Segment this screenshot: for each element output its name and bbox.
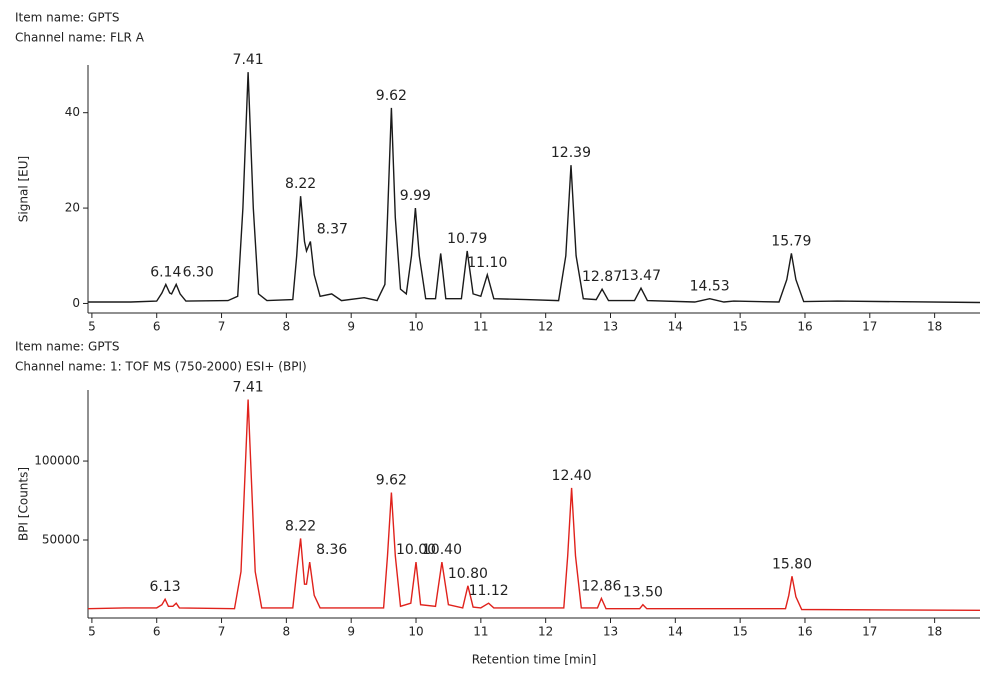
peak-label: 8.22 <box>285 518 316 534</box>
y-tick-label: 20 <box>65 201 80 215</box>
y-axis-label: BPI [Counts] <box>17 467 31 541</box>
x-tick-label: 17 <box>862 625 877 639</box>
x-tick-label: 12 <box>538 625 553 639</box>
peak-label: 8.22 <box>285 176 316 192</box>
y-tick-label: 0 <box>72 296 80 310</box>
x-axis-label: Retention time [min] <box>472 653 597 667</box>
x-tick-label: 9 <box>347 320 355 334</box>
peak-label: 13.50 <box>623 585 663 601</box>
x-tick-label: 17 <box>862 320 877 334</box>
x-tick-label: 10 <box>408 625 423 639</box>
x-tick-label: 14 <box>668 625 683 639</box>
peak-label: 7.41 <box>233 379 264 395</box>
x-tick-label: 13 <box>603 625 618 639</box>
peak-label: 9.62 <box>376 473 407 489</box>
peak-label: 10.79 <box>447 231 487 247</box>
peak-label: 12.87 <box>582 269 622 285</box>
peak-label: 7.41 <box>233 52 264 68</box>
peak-label: 13.47 <box>621 268 661 284</box>
y-tick-label: 100000 <box>34 454 80 468</box>
panel-header: Channel name: 1: TOF MS (750-2000) ESI+ … <box>15 360 307 374</box>
peak-label: 9.99 <box>400 188 431 204</box>
peak-label: 11.10 <box>467 255 507 271</box>
x-tick-label: 8 <box>283 320 291 334</box>
x-tick-label: 18 <box>927 625 942 639</box>
panel-header: Channel name: FLR A <box>15 31 145 45</box>
peak-label: 14.53 <box>690 279 730 295</box>
peak-label: 6.13 <box>150 579 181 595</box>
peak-label: 12.86 <box>581 578 621 594</box>
x-tick-label: 12 <box>538 320 553 334</box>
x-tick-label: 15 <box>733 625 748 639</box>
peak-label: 11.12 <box>469 583 509 599</box>
x-tick-label: 16 <box>797 625 812 639</box>
y-tick-label: 50000 <box>42 533 80 547</box>
peak-label: 12.40 <box>552 468 592 484</box>
panel-header: Item name: GPTS <box>15 11 120 25</box>
peak-label: 6.30 <box>183 264 214 280</box>
x-tick-label: 5 <box>88 625 96 639</box>
peak-label: 10.40 <box>422 542 462 558</box>
peak-label: 15.79 <box>771 233 811 249</box>
peak-label: 10.00 <box>396 542 436 558</box>
y-axis-label: Signal [EU] <box>17 156 31 222</box>
trace <box>87 399 981 611</box>
peak-label: 10.80 <box>448 566 488 582</box>
x-tick-label: 5 <box>88 320 96 334</box>
peak-label: 6.14 <box>150 264 181 280</box>
x-tick-label: 15 <box>733 320 748 334</box>
x-tick-label: 7 <box>218 625 226 639</box>
peak-label: 12.39 <box>551 145 591 161</box>
trace <box>88 72 981 304</box>
panel-header: Item name: GPTS <box>15 340 120 354</box>
x-tick-label: 13 <box>603 320 618 334</box>
peak-label: 8.36 <box>316 542 347 558</box>
x-tick-label: 14 <box>668 320 683 334</box>
x-tick-label: 7 <box>218 320 226 334</box>
x-tick-label: 9 <box>347 625 355 639</box>
x-tick-label: 18 <box>927 320 942 334</box>
x-tick-label: 6 <box>153 625 161 639</box>
peak-label: 9.62 <box>376 88 407 104</box>
x-tick-label: 16 <box>797 320 812 334</box>
x-tick-label: 11 <box>473 320 488 334</box>
x-tick-label: 10 <box>408 320 423 334</box>
x-tick-label: 6 <box>153 320 161 334</box>
y-tick-label: 40 <box>65 105 80 119</box>
peak-label: 8.37 <box>317 221 348 237</box>
x-tick-label: 8 <box>283 625 291 639</box>
peak-label: 15.80 <box>772 556 812 572</box>
x-tick-label: 11 <box>473 625 488 639</box>
